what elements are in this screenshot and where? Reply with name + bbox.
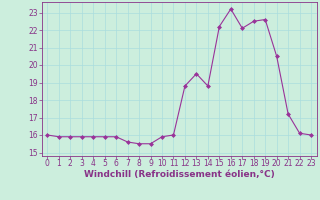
X-axis label: Windchill (Refroidissement éolien,°C): Windchill (Refroidissement éolien,°C) xyxy=(84,170,275,179)
